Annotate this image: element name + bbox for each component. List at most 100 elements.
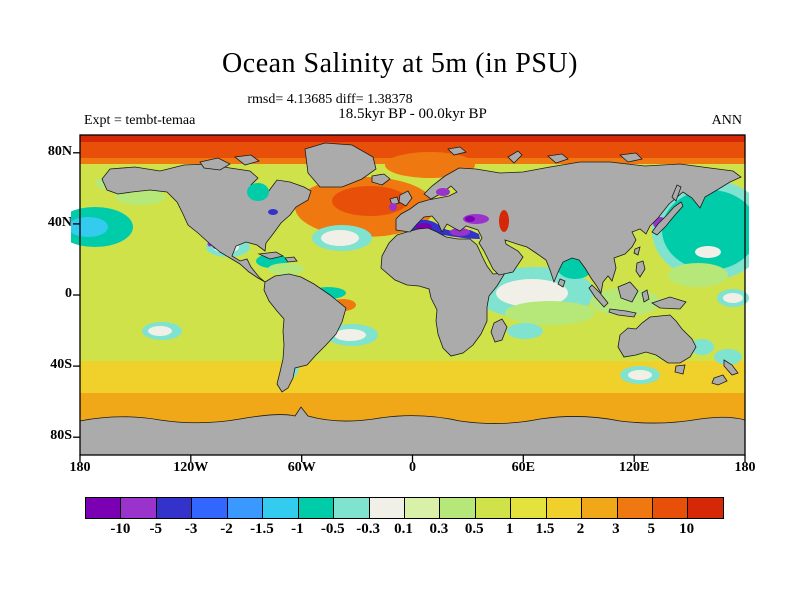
landmass-taiwan bbox=[633, 246, 641, 256]
caspian-sea bbox=[499, 210, 509, 232]
world-map bbox=[71, 134, 749, 462]
chart-title: Ocean Salinity at 5m (in PSU) bbox=[222, 48, 578, 79]
landmass-north-america bbox=[101, 163, 312, 283]
north-atlantic-positive-core bbox=[332, 186, 408, 216]
colorbar-tick-label: -1.5 bbox=[250, 521, 274, 537]
colorbar-segment bbox=[120, 498, 156, 518]
ocean-anomaly-patch bbox=[668, 263, 728, 287]
inland-seas bbox=[247, 183, 509, 232]
colorbar-tick-label: -1 bbox=[291, 521, 304, 537]
arctic-island bbox=[447, 146, 467, 156]
colorbar-segment bbox=[616, 498, 652, 518]
baltic-sea bbox=[436, 188, 450, 196]
lat-tick-label: 40N bbox=[47, 215, 72, 230]
colorbar-segment bbox=[155, 498, 192, 518]
colorbar-segment bbox=[333, 498, 369, 518]
ocean-anomaly-patch bbox=[723, 293, 743, 303]
colorbar-segment bbox=[510, 498, 546, 518]
landmass-hispaniola bbox=[284, 256, 298, 263]
axis-ticks bbox=[73, 152, 746, 462]
south-pacific-patch bbox=[148, 326, 172, 336]
south-of-australia-patch bbox=[628, 370, 652, 380]
period-line: 18.5kyr BP - 00.0kyr BP bbox=[338, 106, 487, 122]
colorbar-tick-label: 1.5 bbox=[535, 521, 555, 537]
landmass-south-america bbox=[263, 273, 347, 393]
tasman-sea-patch bbox=[690, 339, 714, 355]
landmass-sri-lanka bbox=[557, 278, 566, 288]
colorbar-segment bbox=[439, 498, 475, 518]
colorbar bbox=[85, 497, 724, 519]
ocean-anomaly-patch bbox=[268, 263, 304, 275]
azores-patch bbox=[321, 230, 359, 246]
south-atlantic-patch bbox=[334, 329, 366, 341]
lat-tick-label: 80N bbox=[47, 144, 72, 159]
colorbar-tick-label: -2 bbox=[220, 521, 233, 537]
landmass-madagascar bbox=[490, 318, 508, 343]
landmass-australia bbox=[617, 314, 697, 364]
east-mediterranean-core bbox=[450, 228, 470, 236]
ocean-anomaly-patch bbox=[505, 301, 595, 325]
colorbar-segment bbox=[226, 498, 263, 518]
great-lakes bbox=[268, 209, 278, 215]
colorbar-tick-label: 0.5 bbox=[464, 521, 484, 537]
lat-tick-label: 40S bbox=[50, 357, 72, 372]
landmass-eurasia bbox=[395, 161, 742, 295]
colorbar-segment bbox=[687, 498, 723, 518]
colorbar-tick-label: -0.5 bbox=[320, 521, 345, 537]
colorbar-segment bbox=[368, 498, 404, 518]
landmass-greenland bbox=[304, 142, 377, 188]
colorbar-tick-label: 0.3 bbox=[429, 521, 449, 537]
colorbar-segment bbox=[297, 498, 334, 518]
landmass-new-zealand-north bbox=[723, 359, 739, 376]
colorbar-tick-label: 2 bbox=[576, 521, 585, 537]
colorbar-segment bbox=[545, 498, 582, 518]
colorbar-segment bbox=[474, 498, 511, 518]
colorbar-tick-label: 1 bbox=[505, 521, 514, 537]
arctic-island bbox=[199, 157, 231, 171]
landmass-great-britain bbox=[398, 190, 413, 207]
landmass-japan bbox=[651, 201, 684, 236]
colorbar-tick-label: 10 bbox=[679, 521, 695, 537]
landmass-new-zealand-south bbox=[711, 374, 728, 386]
map-frame bbox=[73, 134, 746, 462]
landmass-sakhalin bbox=[671, 184, 682, 202]
landmass-philippines bbox=[635, 260, 646, 278]
hudson-bay bbox=[247, 183, 269, 201]
colorbar-tick-label: 5 bbox=[647, 521, 655, 537]
arctic-island bbox=[547, 153, 569, 164]
lat-tick-label: 0 bbox=[65, 286, 72, 301]
kuroshio-region-patch bbox=[662, 190, 749, 270]
new-zealand-patch bbox=[714, 349, 742, 365]
landmass-africa bbox=[380, 227, 506, 357]
colorbar-tick-label: 3 bbox=[612, 521, 620, 537]
ocean-anomaly-patch bbox=[695, 246, 721, 258]
black-sea-west-core bbox=[465, 216, 475, 222]
colorbar-labels: -10 -5 -3 -2 -1.5 -1 -0.5 -0.3 0.1 0.3 0.5 1 1.5 2 3 5 1… bbox=[85, 521, 722, 543]
colorbar-tick-label: -0.3 bbox=[356, 521, 380, 537]
landmass-ireland bbox=[389, 196, 400, 206]
landmass-sulawesi bbox=[641, 289, 650, 303]
landmass-sumatra bbox=[588, 284, 609, 308]
arctic-island bbox=[619, 152, 643, 163]
continents bbox=[79, 142, 746, 456]
landmass-tasmania bbox=[674, 364, 686, 375]
colorbar-segment bbox=[652, 498, 688, 518]
experiment-label: Expt = tembt-temaa bbox=[84, 113, 196, 128]
landmass-cuba bbox=[257, 251, 285, 260]
colorbar-segment bbox=[86, 498, 121, 518]
landmass-iceland bbox=[371, 173, 391, 186]
arctic-band-core bbox=[80, 135, 745, 142]
colorbar-tick-label: -5 bbox=[149, 521, 163, 537]
arabian-sea-patch bbox=[496, 279, 568, 307]
colorbar-tick-label: -3 bbox=[184, 521, 198, 537]
ocean-anomaly-patch bbox=[507, 323, 543, 339]
colorbar-tick-label: -10 bbox=[110, 521, 131, 537]
lat-tick-label: 80S bbox=[50, 428, 72, 443]
biscay-patch bbox=[389, 203, 397, 211]
colorbar-segment bbox=[403, 498, 440, 518]
colorbar-segment bbox=[581, 498, 617, 518]
landmass-borneo bbox=[617, 281, 639, 303]
arctic-island bbox=[234, 154, 260, 166]
colorbar-segment bbox=[262, 498, 298, 518]
